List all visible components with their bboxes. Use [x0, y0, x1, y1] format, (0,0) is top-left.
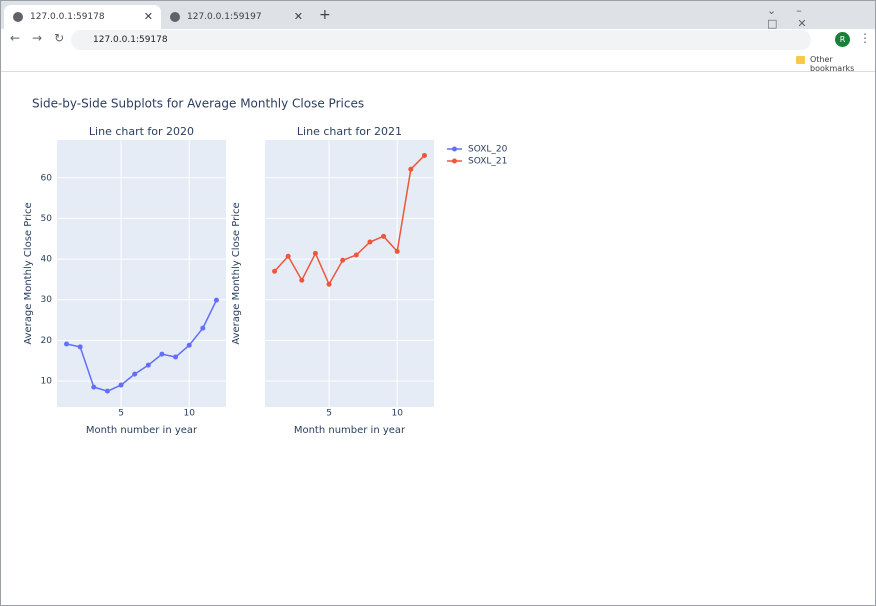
new-tab-button[interactable]: +	[319, 7, 331, 23]
chart: Side-by-Side Subplots for Average Monthl…	[23, 97, 508, 437]
data-point	[394, 248, 400, 254]
data-point	[353, 252, 359, 258]
tab-title: 127.0.0.1:59197	[187, 12, 262, 22]
line-series	[66, 299, 218, 392]
y-tick-label: 30	[41, 295, 53, 305]
x-axis-label: Month number in year	[294, 425, 406, 436]
x-tick-label: 5	[326, 409, 332, 419]
data-point	[421, 152, 427, 158]
data-point	[132, 371, 138, 377]
y-tick-label: 50	[41, 214, 53, 224]
y-axis-label: Average Monthly Close Price	[23, 202, 34, 344]
data-point	[159, 351, 165, 357]
data-point	[64, 341, 70, 347]
data-point	[272, 268, 278, 274]
toolbar: ←→↻ 127.0.0.1:59178 R ⋮	[1, 29, 875, 51]
menu-button[interactable]: ⋮	[859, 31, 871, 45]
figure-title: Side-by-Side Subplots for Average Monthl…	[32, 97, 364, 111]
tab-title: 127.0.0.1:59178	[30, 12, 105, 22]
legend-marker	[452, 158, 457, 164]
data-point	[173, 354, 179, 360]
x-axis-label: Month number in year	[86, 425, 198, 436]
y-axis-label: Average Monthly Close Price	[231, 202, 242, 344]
y-tick-label: 40	[41, 255, 53, 265]
data-point	[118, 382, 124, 388]
tab[interactable]: 127.0.0.1:59197 ✕	[161, 5, 311, 29]
bookmarks-bar: Other bookmarks	[1, 51, 875, 73]
plot-area	[57, 140, 226, 407]
data-point	[340, 257, 346, 263]
y-tick-label: 20	[41, 336, 53, 346]
tab-bar: 127.0.0.1:59178 ✕ 127.0.0.1:59197 ✕ + ⌄–□✕	[1, 1, 875, 30]
x-tick-label: 5	[118, 409, 124, 419]
folder-icon	[796, 56, 805, 64]
x-tick-label: 10	[391, 409, 403, 419]
legend-label: SOXL_20	[468, 145, 508, 155]
data-point	[77, 344, 83, 350]
data-point	[186, 342, 192, 348]
data-point	[91, 384, 97, 390]
data-point	[299, 277, 305, 283]
data-point	[104, 388, 110, 394]
data-point	[213, 297, 219, 303]
plot-area	[265, 140, 434, 407]
y-tick-label: 60	[41, 173, 53, 183]
x-tick-label: 10	[183, 409, 195, 419]
url: 127.0.0.1:59178	[93, 35, 168, 45]
y-tick-label: 10	[41, 376, 53, 386]
subplot-title: Line chart for 2021	[297, 125, 402, 138]
legend-marker	[452, 146, 457, 152]
data-point	[367, 239, 373, 245]
tab[interactable]: 127.0.0.1:59178 ✕	[4, 5, 161, 29]
data-point	[408, 166, 414, 172]
data-point	[326, 281, 332, 287]
legend-label: SOXL_21	[468, 157, 507, 167]
profile-avatar[interactable]: R	[835, 32, 850, 47]
data-point	[145, 362, 151, 368]
nav-buttons[interactable]: ←→↻	[10, 31, 77, 45]
window-controls[interactable]: ⌄–□✕	[767, 4, 827, 30]
data-point	[285, 253, 291, 259]
bookmark-folder[interactable]: Other bookmarks	[810, 55, 855, 73]
address-bar[interactable]: 127.0.0.1:59178	[71, 30, 811, 50]
data-point	[381, 233, 387, 239]
line-series	[273, 154, 425, 286]
data-point	[312, 250, 318, 256]
subplot-title: Line chart for 2020	[89, 125, 194, 138]
data-point	[200, 325, 206, 331]
